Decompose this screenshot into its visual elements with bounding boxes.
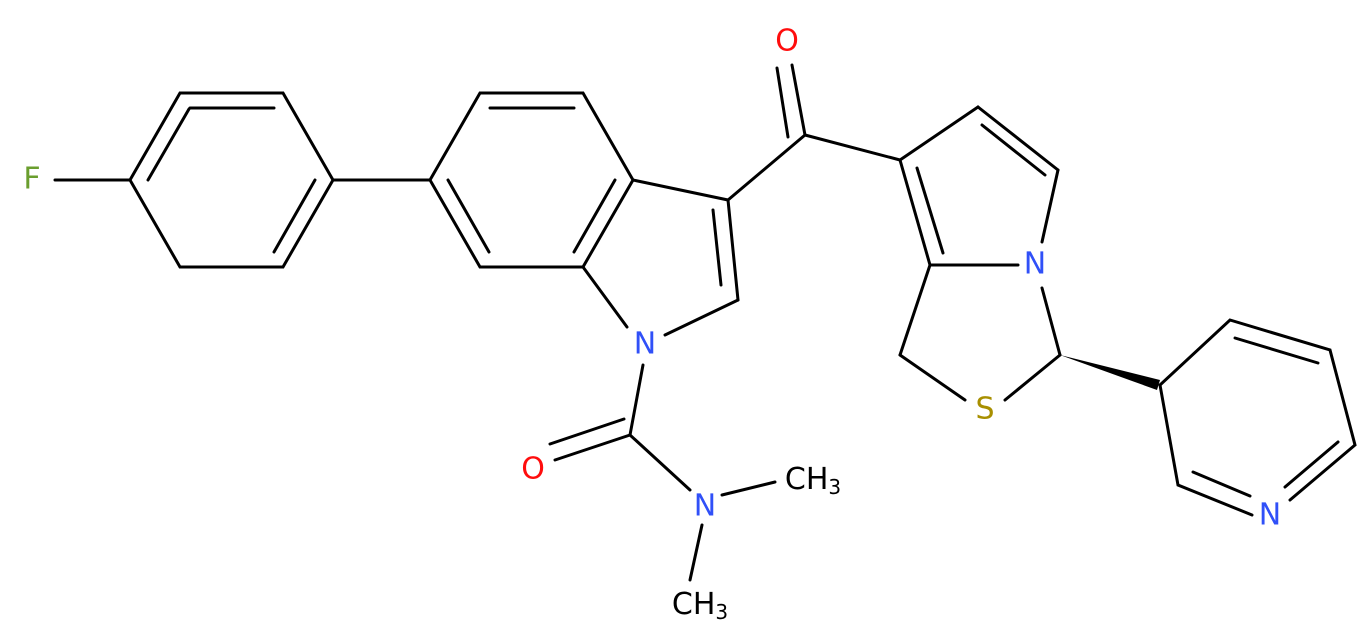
atom-label: N (694, 489, 716, 524)
label-subscript: 3 (715, 600, 728, 624)
label-main: CH (785, 462, 829, 497)
atom-label: CH3 (672, 587, 728, 624)
atom-label: F (23, 162, 40, 197)
atom-label: O (521, 452, 545, 487)
atom-labels: F N O N CH3 CH3 O N S N (23, 24, 1281, 624)
atom-label: CH3 (785, 462, 841, 499)
atom-label: N (1024, 247, 1046, 282)
label-subscript: 3 (828, 475, 841, 499)
wedge-bond (1060, 355, 1160, 390)
atom-label: S (975, 392, 994, 427)
bonds (53, 63, 1357, 582)
atom-label: O (775, 24, 799, 59)
label-main: CH (672, 587, 716, 622)
atom-label: N (1259, 498, 1281, 533)
atom-label: N (634, 327, 656, 362)
